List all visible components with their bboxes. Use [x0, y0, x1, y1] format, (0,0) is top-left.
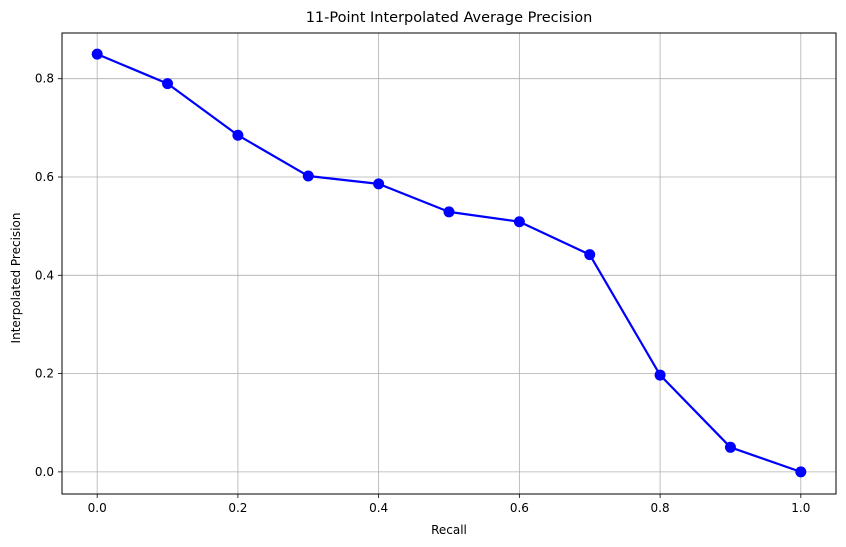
y-tick-label: 0.8 [35, 72, 54, 86]
x-tick-label: 0.8 [651, 501, 670, 515]
data-point [232, 129, 244, 141]
x-tick-label: 0.4 [369, 501, 388, 515]
y-axis-label: Interpolated Precision [9, 213, 23, 344]
x-tick-label: 0.2 [228, 501, 247, 515]
x-axis-label: Recall [431, 523, 467, 537]
data-point [724, 441, 736, 453]
grid [62, 33, 836, 494]
series [91, 48, 807, 478]
data-point [373, 178, 385, 190]
data-point [584, 249, 596, 261]
data-point [654, 369, 666, 381]
data-point [795, 466, 807, 478]
data-point [443, 206, 455, 218]
plot-frame [61, 32, 837, 495]
y-tick-label: 0.0 [35, 465, 54, 479]
x-tick-label: 0.0 [88, 501, 107, 515]
x-tick-label: 0.6 [510, 501, 529, 515]
x-tick-label: 1.0 [791, 501, 810, 515]
data-point [91, 48, 103, 60]
y-tick-label: 0.4 [35, 268, 54, 282]
data-point [513, 216, 525, 228]
data-point [162, 78, 174, 90]
chart-title: 11-Point Interpolated Average Precision [306, 10, 593, 26]
data-point [302, 170, 314, 182]
y-tick-label: 0.2 [35, 367, 54, 381]
axis-ticks: 0.0 0.2 0.4 0.6 0.8 1.0 0.0 0.2 0.4 0.6 0.8 [35, 72, 810, 515]
y-tick-label: 0.6 [35, 170, 54, 184]
